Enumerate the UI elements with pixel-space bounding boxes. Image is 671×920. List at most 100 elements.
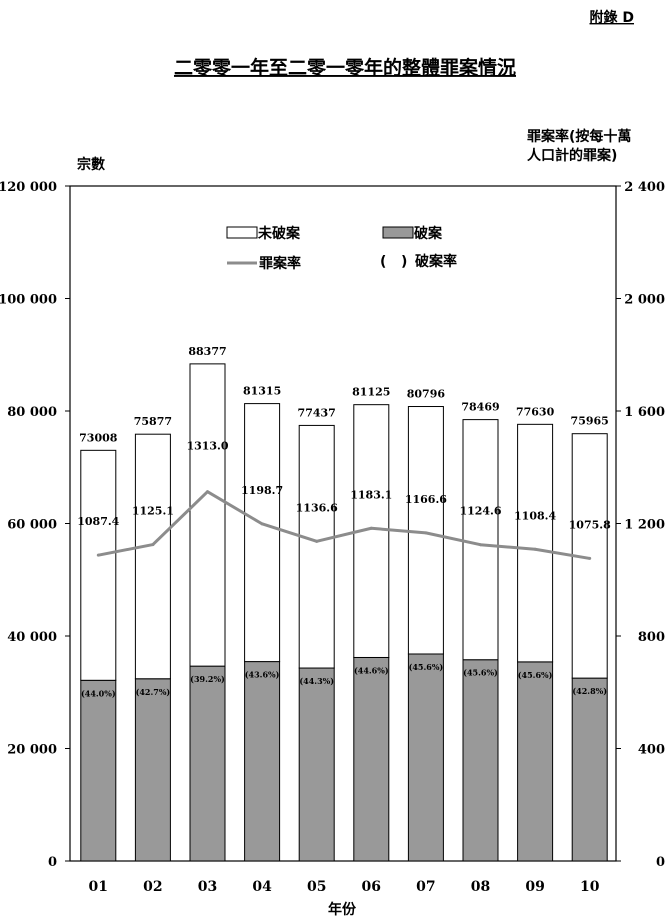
crime-rate-point: [206, 490, 209, 494]
crime-rate-label: 1125.1: [132, 505, 174, 518]
legend-label-rate: 罪案率: [259, 255, 301, 272]
detection-rate-label: (44.6%): [354, 665, 389, 675]
x-axis-label: 年份: [328, 901, 357, 918]
y2-axis-label-line2: 人口計的罪案): [527, 147, 617, 164]
detection-rate-label: (42.8%): [572, 686, 607, 696]
data-labels: 73008 (44.0%) 75877 (42.7%) 88377 (39.2%) 8131…: [77, 345, 611, 698]
total-label: 81315: [243, 385, 281, 398]
crime-rate-label: 1108.4: [514, 509, 556, 522]
total-label: 77630: [516, 405, 555, 418]
legend-label-detection-rate: 破案率: [415, 253, 457, 270]
y-tick-label: 120 000: [0, 180, 57, 195]
appendix-label: 附錄 D: [590, 9, 635, 26]
bar-detected: [517, 661, 554, 862]
total-label: 75877: [134, 415, 172, 428]
detection-rate-label: (45.6%): [463, 668, 498, 678]
crime-rate-point: [479, 543, 482, 547]
total-label: 75965: [571, 415, 609, 428]
bar-undetected: [517, 423, 554, 663]
bar-detected: [298, 667, 335, 862]
detection-rate-label: (43.6%): [245, 670, 280, 680]
legend-label-undetected: 未破案: [258, 225, 301, 242]
legend-detection-rate-symbol: ( ): [380, 254, 407, 270]
bar-undetected: [80, 449, 117, 681]
crime-rate-point: [260, 522, 264, 526]
bar-detected: [80, 679, 117, 862]
crime-rate-path: [98, 490, 590, 560]
y2-tick-label: 0: [656, 855, 665, 870]
x-tick-label: 06: [362, 879, 381, 895]
detection-rate-label: (45.6%): [409, 662, 444, 672]
crime-rate-label: 1166.6: [405, 493, 447, 506]
crime-rate-label: 1136.6: [296, 501, 338, 514]
total-label: 77437: [298, 406, 336, 419]
y-tick-label: 60 000: [7, 518, 57, 533]
detection-rate-label: (42.7%): [136, 687, 171, 697]
crime-rate-label: 1124.6: [459, 505, 501, 518]
chart-title: 二零零一年至二零一零年的整體罪案情況: [174, 56, 516, 79]
total-label: 88377: [188, 345, 226, 358]
y2-tick-label: 1 200: [624, 518, 665, 533]
bar-detected: [407, 653, 444, 862]
y-tick-label: 40 000: [7, 630, 57, 645]
detection-rate-label: (44.3%): [299, 676, 334, 686]
crime-rate-point: [369, 526, 373, 530]
detection-rate-label: (44.0%): [81, 688, 116, 698]
y2-tick-label: 2 400: [624, 180, 665, 195]
x-tick-label: 08: [471, 879, 490, 895]
bar-undetected: [298, 424, 335, 669]
y-tick-label: 100 000: [0, 293, 57, 308]
total-label: 81125: [352, 386, 390, 399]
bar-undetected: [407, 406, 444, 655]
crime-rate-label: 1198.7: [241, 484, 283, 497]
legend-swatch-undetected: [226, 226, 258, 239]
crime-rate-label: 1075.8: [569, 518, 611, 531]
crime-rate-label: 1183.1: [350, 488, 392, 501]
crime-rate-point: [424, 531, 428, 535]
bar-detected: [244, 661, 281, 862]
y2-tick-label: 400: [638, 743, 665, 758]
detection-rate-label: (39.2%): [190, 674, 225, 684]
legend-swatch-detected: [382, 226, 414, 239]
crime-rate-point: [588, 556, 592, 560]
x-tick-label: 10: [580, 879, 600, 895]
y-tick-label: 0: [48, 855, 57, 870]
x-tick-label: 07: [416, 879, 435, 895]
crime-rate-point: [315, 539, 319, 543]
x-tick-label: 04: [252, 879, 272, 895]
legend: 未破案 破案 罪案率 ( ) 破案率: [226, 225, 457, 272]
total-label: 80796: [407, 388, 446, 401]
crime-rate-point: [96, 553, 100, 557]
x-tick-label: 01: [89, 879, 108, 895]
total-label: 73008: [79, 431, 118, 444]
axis-ticks: 0 20 000 40 000 60 000 80 000 100 000 120 000 0…: [0, 180, 665, 895]
crime-rate-label: 1313.0: [186, 440, 228, 453]
bar-undetected: [189, 363, 226, 667]
bar-detected: [462, 659, 499, 862]
y-axis-label: 宗數: [77, 156, 105, 173]
crime-rate-label: 1087.4: [77, 515, 119, 528]
x-tick-label: 03: [198, 879, 217, 895]
bar-undetected: [462, 419, 499, 661]
crime-rate-point: [151, 543, 155, 547]
bar-undetected: [134, 433, 171, 680]
y-tick-label: 80 000: [7, 405, 57, 420]
y2-tick-label: 1 600: [624, 405, 665, 420]
bars: [80, 363, 608, 862]
x-tick-label: 05: [307, 879, 326, 895]
bar-detected: [189, 665, 226, 862]
bar-detected: [134, 678, 171, 862]
x-tick-label: 09: [525, 879, 544, 895]
x-tick-label: 02: [143, 879, 162, 895]
crime-rate-point: [533, 547, 537, 551]
crime-rate-line: [96, 490, 592, 560]
detection-rate-label: (45.6%): [518, 670, 553, 680]
total-label: 78469: [461, 401, 499, 414]
y-tick-label: 20 000: [7, 743, 57, 758]
bar-detected: [571, 677, 608, 862]
bar-detected: [353, 656, 390, 862]
y2-tick-label: 800: [638, 630, 665, 645]
legend-label-detected: 破案: [414, 225, 443, 242]
y2-axis-label-line1: 罪案率(按每十萬: [527, 128, 631, 145]
